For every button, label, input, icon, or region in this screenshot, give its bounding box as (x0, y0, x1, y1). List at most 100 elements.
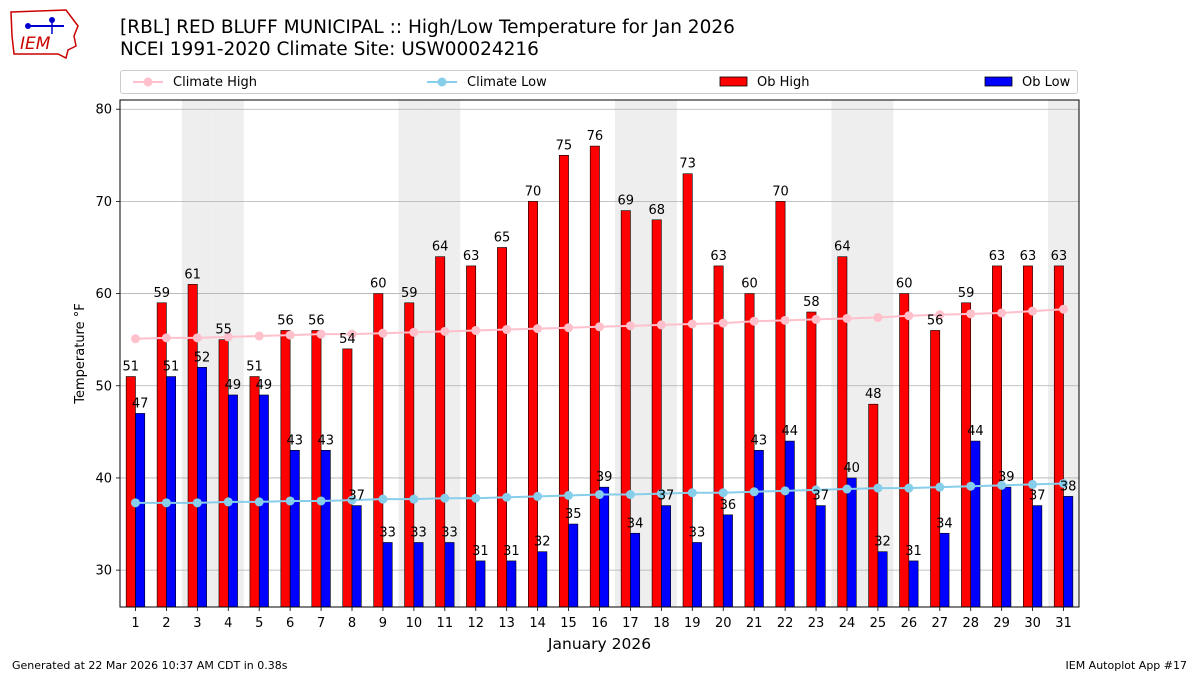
x-tick-label: 15 (560, 616, 577, 631)
legend-label-ob-high: Ob High (757, 74, 810, 90)
x-tick-label: 18 (653, 616, 670, 631)
legend-item-ob-low: Ob Low (984, 71, 1070, 93)
ob-low-value-label: 51 (163, 360, 180, 375)
ob-high-value-label: 63 (710, 249, 727, 264)
x-tick-label: 17 (622, 616, 639, 631)
climate-low-point (471, 493, 481, 503)
x-tick-label: 21 (746, 616, 763, 631)
ob-low-bar (320, 449, 331, 608)
ob-high-value-label: 56 (927, 313, 944, 328)
ob-low-bar (599, 486, 610, 608)
climate-high-point (440, 326, 450, 336)
generated-timestamp: Generated at 22 Mar 2026 10:37 AM CDT in… (12, 659, 288, 672)
ob-high-bar (651, 219, 662, 608)
climate-low-point (687, 488, 697, 498)
ob-high-value-label: 75 (556, 138, 573, 153)
x-tick-label: 29 (993, 616, 1010, 631)
iem-logo: IEM (10, 9, 79, 60)
ob-high-bar (342, 348, 353, 608)
climate-low-line-icon (427, 77, 457, 87)
x-tick-label: 2 (162, 616, 170, 631)
climate-low-point (966, 481, 976, 491)
climate-low-point (718, 488, 728, 498)
climate-high-point (502, 325, 512, 335)
climate-high-point (904, 311, 914, 321)
ob-high-value-label: 69 (618, 194, 635, 209)
x-tick-label: 28 (962, 616, 979, 631)
ob-low-bar (630, 532, 641, 608)
ob-high-bar (435, 256, 446, 608)
ob-high-value-label: 63 (1020, 249, 1037, 264)
climate-high-point (254, 331, 264, 341)
ob-high-value-label: 61 (184, 267, 201, 282)
climate-low-point (502, 492, 512, 502)
y-axis-label: Temperature °F (73, 303, 88, 404)
climate-low-point (223, 497, 233, 507)
x-axis-label: January 2026 (547, 635, 651, 653)
y-tick-label: 60 (95, 287, 112, 302)
x-tick-label: 14 (529, 616, 546, 631)
climate-high-point (161, 333, 171, 343)
ob-high-bar (1022, 265, 1033, 608)
x-tick-label: 16 (591, 616, 608, 631)
ob-low-value-label: 39 (998, 470, 1015, 485)
climate-high-point (656, 320, 666, 330)
ob-high-bar (806, 311, 817, 608)
ob-low-bar (692, 542, 702, 608)
ob-high-value-label: 59 (401, 286, 418, 301)
y-tick-label: 40 (95, 471, 112, 486)
ob-low-bar (166, 376, 177, 608)
x-tick-label: 27 (932, 616, 949, 631)
ob-low-bar (475, 560, 486, 608)
climate-high-point (780, 315, 790, 325)
climate-high-point (130, 334, 140, 344)
climate-low-point (842, 484, 852, 494)
ob-high-bar (620, 210, 631, 608)
x-tick-label: 8 (348, 616, 356, 631)
iowa-state-outline-icon (10, 9, 79, 60)
ob-low-value-label: 31 (503, 544, 520, 559)
ob-low-bar (506, 560, 517, 608)
ob-low-bar (661, 505, 671, 608)
ob-low-bar (197, 367, 207, 608)
ob-high-value-label: 48 (865, 387, 882, 402)
ob-high-bar (589, 145, 600, 608)
x-tick-label: 20 (715, 616, 732, 631)
x-tick-label: 25 (870, 616, 887, 631)
climate-high-point (935, 310, 945, 320)
ob-low-value-label: 39 (596, 470, 613, 485)
ob-high-bar (682, 173, 693, 608)
ob-high-value-label: 63 (1051, 249, 1068, 264)
ob-high-bar (775, 201, 786, 608)
climate-high-point (718, 318, 728, 328)
ob-high-value-label: 63 (463, 249, 480, 264)
ob-high-value-label: 51 (246, 360, 263, 375)
chart-legend: Climate High Climate Low Ob High Ob Low (120, 70, 1078, 94)
ob-high-value-label: 55 (215, 323, 232, 338)
ob-low-bar (444, 542, 455, 608)
climate-high-point (873, 313, 883, 323)
ob-low-value-label: 52 (194, 350, 211, 365)
ob-low-value-label: 37 (348, 489, 365, 504)
climate-low-point (997, 480, 1007, 490)
ob-low-bar (351, 505, 362, 608)
ob-low-bar (970, 440, 981, 608)
climate-high-line-icon (133, 77, 163, 87)
climate-low-point (192, 498, 202, 508)
x-tick-label: 1 (131, 616, 139, 631)
ob-low-value-label: 43 (751, 433, 768, 448)
climate-low-point (378, 494, 388, 504)
climate-high-point (625, 321, 635, 331)
ob-low-value-label: 33 (689, 525, 706, 540)
ob-high-value-label: 60 (370, 277, 387, 292)
climate-low-point (564, 490, 574, 500)
chart-title: [RBL] RED BLUFF MUNICIPAL :: High/Low Te… (120, 17, 735, 38)
climate-low-point (811, 485, 821, 495)
climate-low-point (316, 496, 326, 506)
ob-low-bar (135, 413, 146, 608)
ob-high-bar (187, 284, 198, 608)
ob-low-value-label: 34 (936, 516, 953, 531)
ob-low-bar (846, 477, 857, 608)
climate-high-point (409, 327, 419, 337)
x-tick-label: 5 (255, 616, 263, 631)
